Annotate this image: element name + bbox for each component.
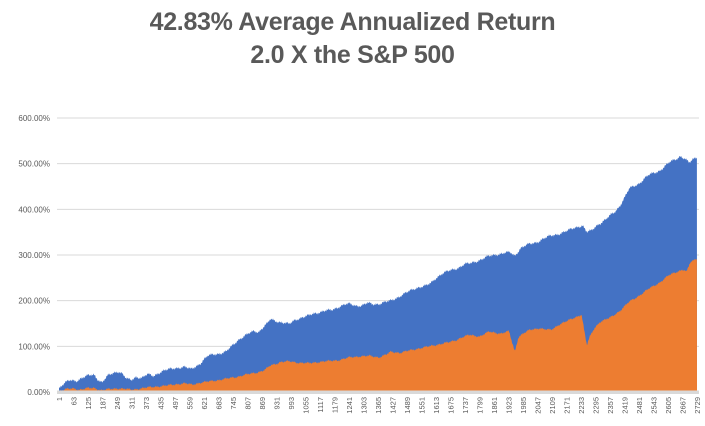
- x-axis-tick-label: 993: [287, 397, 296, 410]
- x-axis-tick-label: 125: [84, 397, 93, 410]
- x-axis-tick-label: 435: [157, 397, 166, 410]
- y-axis-tick-label: 400.00%: [18, 205, 50, 214]
- x-axis-tick-label: 745: [229, 397, 238, 410]
- x-axis-tick-label: 311: [128, 397, 137, 409]
- y-axis-tick-label: 500.00%: [18, 160, 50, 169]
- chart-title-line2: 2.0 X the S&P 500: [250, 41, 455, 69]
- y-axis-tick-label: 0.00%: [27, 388, 50, 397]
- x-axis-tick-label: 2481: [635, 397, 644, 414]
- x-axis-tick-label: 2667: [679, 397, 688, 414]
- x-axis-tick-label: 1675: [447, 397, 456, 414]
- x-axis-tick-label: 2543: [650, 397, 659, 414]
- x-axis-tick-label: 2233: [577, 397, 586, 414]
- x-axis-tick-label: 2605: [664, 397, 673, 414]
- x-axis-tick-label: 2419: [621, 397, 630, 414]
- x-axis-line: [57, 390, 699, 394]
- area-series-orange: [59, 258, 697, 392]
- x-axis-tick-label: 869: [258, 397, 267, 410]
- x-axis-tick-label: 2047: [534, 397, 543, 414]
- x-axis-tick-label: 1799: [476, 397, 485, 414]
- x-axis-tick-label: 1365: [374, 397, 383, 414]
- y-axis-tick-label: 600.00%: [18, 114, 50, 123]
- x-axis-tick-label: 1489: [403, 397, 412, 414]
- y-axis-tick-label: 200.00%: [18, 297, 50, 306]
- x-axis-tick-label: 1117: [316, 397, 325, 413]
- x-axis-tick-label: 931: [273, 397, 282, 410]
- x-axis-tick-label: 1055: [302, 397, 311, 414]
- x-axis-tick-label: 1861: [490, 397, 499, 414]
- x-axis-tick-label: 497: [171, 397, 180, 410]
- x-axis-tick-label: 807: [244, 397, 253, 410]
- x-axis-tick-label: 1241: [345, 397, 354, 414]
- x-axis-tick-label: 1179: [331, 397, 340, 413]
- x-axis-tick-label: 373: [142, 397, 151, 410]
- x-axis-tick-label: 2357: [606, 397, 615, 414]
- x-axis-tick-label: 2295: [592, 397, 601, 414]
- x-axis-tick-label: 187: [99, 397, 108, 410]
- chart-title-line1: 42.83% Average Annualized Return: [149, 8, 556, 36]
- x-axis-tick-label: 1737: [461, 397, 470, 414]
- x-axis-tick-label: 621: [200, 397, 209, 410]
- x-axis-tick-label: 2109: [548, 397, 557, 414]
- x-axis-tick-label: 683: [215, 397, 224, 410]
- x-axis-tick-label: 559: [186, 397, 195, 410]
- y-axis-tick-label: 300.00%: [18, 251, 50, 260]
- x-axis-tick-label: 63: [70, 397, 79, 405]
- x-axis-tick-label: 1551: [418, 397, 427, 414]
- x-axis-tick-label: 1923: [505, 397, 514, 414]
- chart-title: 42.83% Average Annualized Return 2.0 X t…: [0, 6, 705, 72]
- x-axis-tick-label: 1985: [519, 397, 528, 414]
- y-axis-tick-label: 100.00%: [18, 342, 50, 351]
- x-axis-tick-label: 1427: [389, 397, 398, 414]
- x-axis-tick-label: 249: [113, 397, 122, 410]
- x-axis-tick-label: 1303: [360, 397, 369, 414]
- x-axis-tick-label: 2171: [563, 397, 572, 414]
- x-axis-tick-label: 1: [55, 397, 64, 401]
- x-axis-tick-label: 2729: [693, 397, 702, 414]
- x-axis-tick-label: 1613: [432, 397, 441, 414]
